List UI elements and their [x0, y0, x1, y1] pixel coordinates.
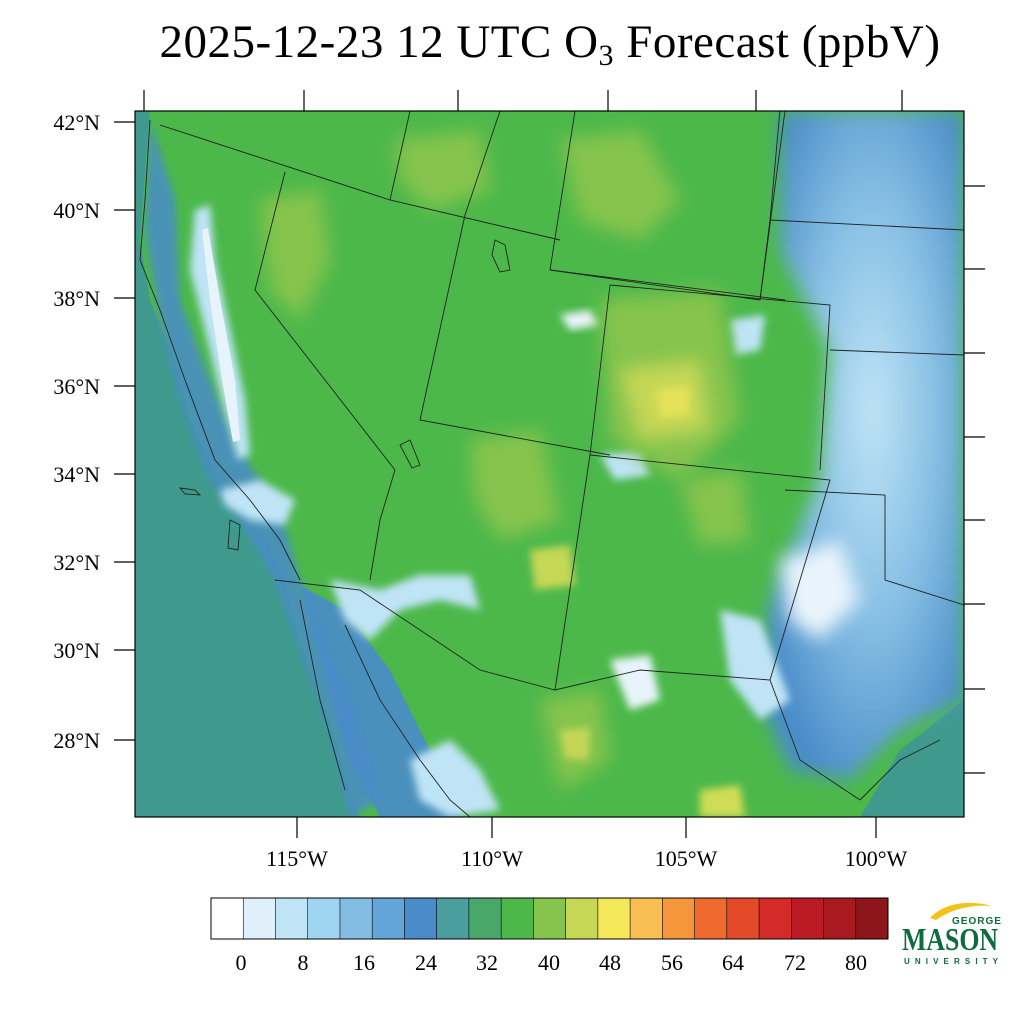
- title-subscript: 3: [598, 39, 615, 72]
- colorbar-swatch: [791, 898, 824, 939]
- new-mexico-east: [680, 470, 750, 545]
- texas-panhandle-light: [780, 540, 860, 640]
- arizona-plateau: [470, 430, 560, 540]
- big-bend-valley: [610, 655, 660, 710]
- logo-swoosh: [930, 902, 992, 920]
- colorbar-swatch: [759, 898, 792, 939]
- lon-label-115w: 115°W: [266, 846, 328, 871]
- colorbar-swatch: [307, 898, 341, 939]
- colorbar-swatch: [823, 898, 857, 939]
- colorbar-label-56: 56: [661, 950, 683, 975]
- latitude-labels: 42°N 40°N 38°N 36°N 34°N 32°N 30°N 28°N: [53, 110, 100, 753]
- lat-label-42n: 42°N: [53, 110, 100, 135]
- colorbar-swatch: [662, 898, 695, 939]
- coastal-blue-band: [145, 120, 380, 817]
- political-boundaries: [139, 111, 964, 817]
- colorbar-swatch: [211, 898, 244, 939]
- lon-label-100w: 100°W: [845, 846, 908, 871]
- colorbar-label-32: 32: [476, 950, 498, 975]
- title-suffix: Forecast (ppbV): [614, 16, 941, 68]
- colorbar-swatch: [501, 898, 534, 939]
- colorbar-swatch: [404, 898, 437, 939]
- wyoming-highlands: [560, 130, 680, 240]
- colorbar-label-72: 72: [784, 950, 806, 975]
- sonora-coast-valley: [410, 740, 500, 817]
- colorbar-swatch: [694, 898, 728, 939]
- colorbar-label-48: 48: [599, 950, 621, 975]
- colorbar-swatch: [243, 898, 276, 939]
- la-basin: [220, 480, 295, 525]
- colorbar-frame: [210, 897, 889, 940]
- colorbar-label-80: 80: [845, 950, 867, 975]
- lat-label-38n: 38°N: [53, 286, 100, 311]
- map-ticks: [114, 90, 985, 838]
- colorbar-swatch: [468, 898, 502, 939]
- colorbar-swatch: [339, 898, 373, 939]
- lat-label-30n: 30°N: [53, 638, 100, 663]
- title-prefix: 2025-12-23 12 UTC O: [159, 16, 599, 68]
- map-frame: [134, 110, 965, 818]
- colorbar-swatch: [275, 898, 309, 939]
- lat-label-34n: 34°N: [53, 462, 100, 487]
- colorbar-swatch: [597, 898, 631, 939]
- mexico-yellow-spot: [700, 785, 745, 817]
- pacific-ocean: [135, 111, 360, 817]
- denver-valley: [730, 315, 765, 355]
- logo-mason: MASON: [902, 921, 998, 957]
- lat-label-32n: 32°N: [53, 550, 100, 575]
- colorbar-swatch: [630, 898, 663, 939]
- logo-george: GEORGE: [952, 916, 1002, 927]
- colorbar-swatch: [533, 898, 566, 939]
- colorbar-label-16: 16: [353, 950, 375, 975]
- colorbar-label-24: 24: [415, 950, 437, 975]
- colorbar: [210, 897, 889, 940]
- colorbar-swatch: [372, 898, 405, 939]
- colorbar-swatch: [855, 898, 889, 939]
- logo-university: UNIVERSITY: [904, 957, 999, 966]
- colorbar-label-40: 40: [538, 950, 560, 975]
- colorbar-swatch: [565, 898, 599, 939]
- west-texas-valley: [720, 610, 790, 720]
- map-field: [135, 111, 964, 817]
- colorbar-swatch: [436, 898, 470, 939]
- lat-label-40n: 40°N: [53, 198, 100, 223]
- colorbar-label-8: 8: [297, 950, 309, 975]
- lat-label-28n: 28°N: [53, 728, 100, 753]
- nevada-highlands: [260, 190, 330, 320]
- longitude-labels: 115°W 110°W 105°W 100°W: [266, 846, 907, 871]
- lat-label-36n: 36°N: [53, 374, 100, 399]
- sonoran-valleys: [330, 575, 480, 640]
- george-mason-logo: GEORGE MASON UNIVERSITY: [902, 902, 1002, 966]
- colorbar-swatch: [726, 898, 760, 939]
- colorado-peak-ozone: [655, 385, 690, 418]
- colorbar-label-0: 0: [235, 950, 247, 975]
- lon-label-105w: 105°W: [655, 846, 718, 871]
- salt-lake-valley: [560, 310, 600, 330]
- lon-label-110w: 110°W: [461, 846, 523, 871]
- idaho-highlands: [395, 130, 490, 210]
- mexico-plateau-peak: [560, 728, 590, 760]
- colorbar-label-64: 64: [722, 950, 744, 975]
- page-title: 2025-12-23 12 UTC O3 Forecast (ppbV): [0, 10, 1024, 88]
- new-mexico-spot: [530, 545, 575, 590]
- gulf-of-mexico: [860, 700, 964, 817]
- central-valley-core: [202, 228, 240, 442]
